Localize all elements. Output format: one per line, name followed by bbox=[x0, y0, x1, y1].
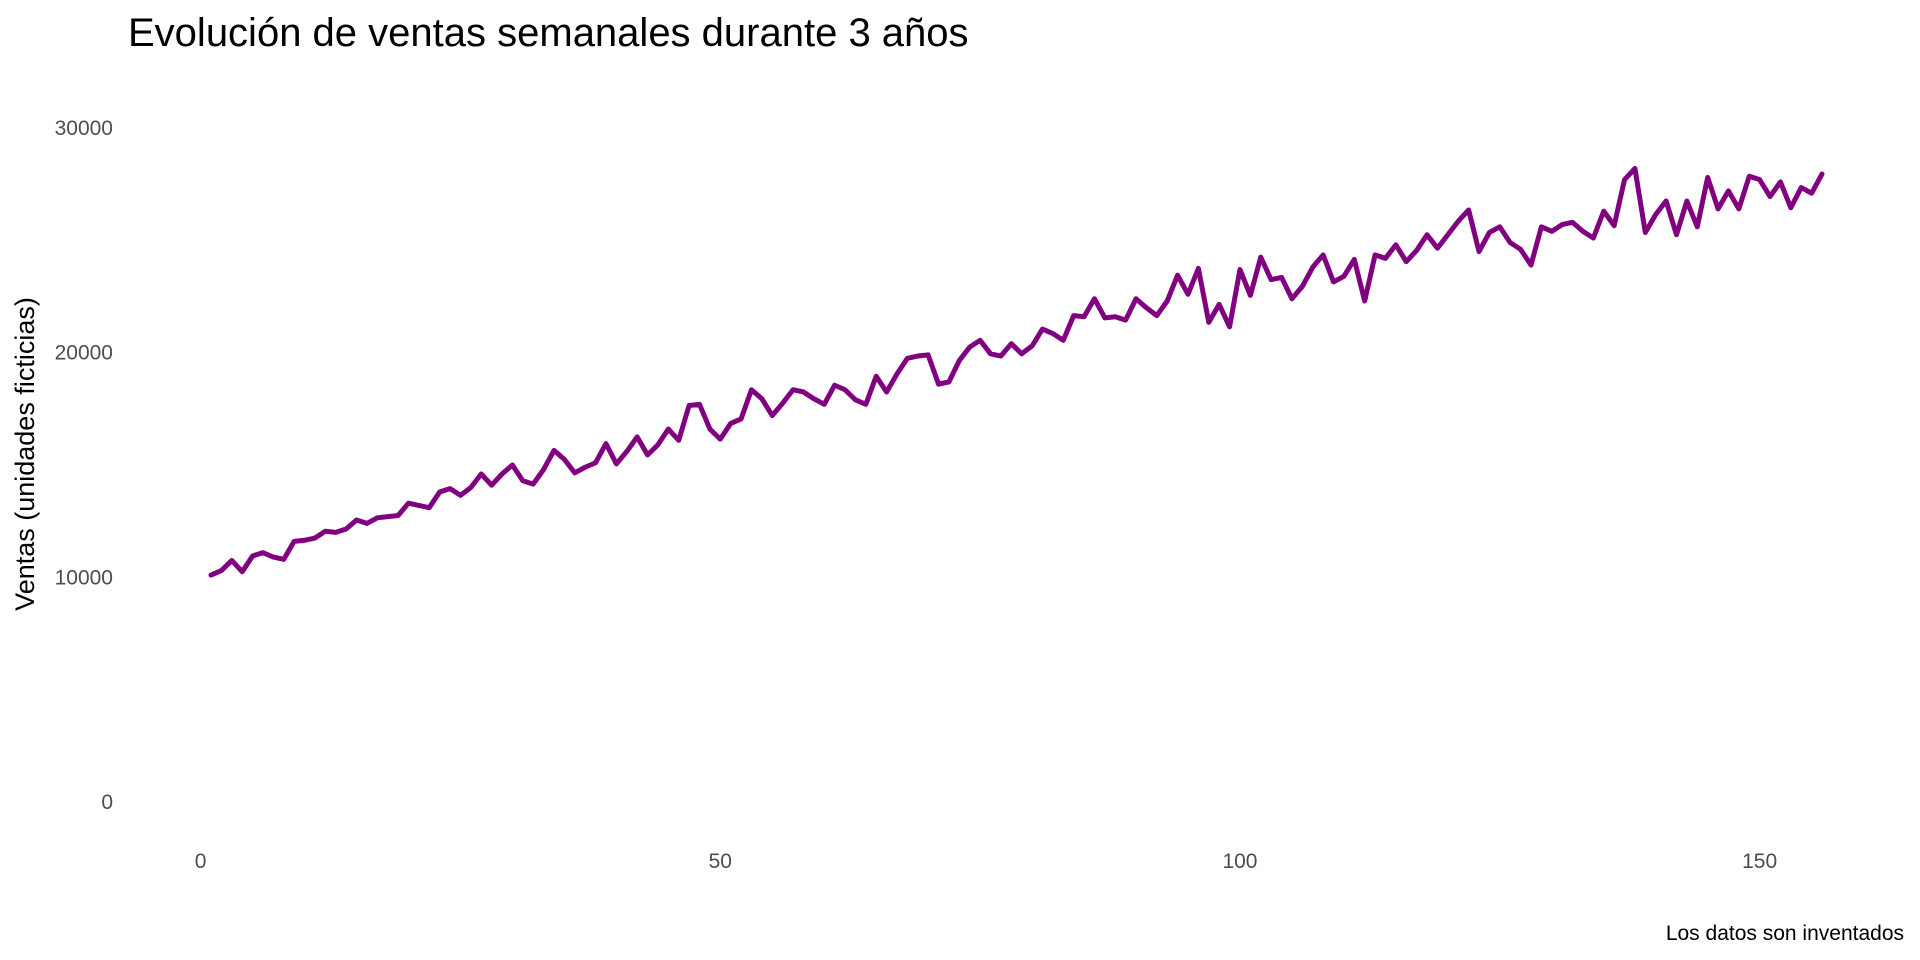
x-tick-label: 0 bbox=[195, 850, 207, 873]
y-axis-title: Ventas (unidades ficticias) bbox=[10, 297, 40, 611]
y-tick-label: 10000 bbox=[55, 566, 113, 589]
chart-caption: Los datos son inventados bbox=[1666, 922, 1904, 945]
sales-line bbox=[208, 165, 1825, 578]
x-tick-label: 100 bbox=[1222, 850, 1257, 873]
y-tick-label: 20000 bbox=[55, 342, 113, 365]
y-axis-ticks: 0 10000 20000 30000 bbox=[55, 117, 113, 814]
x-axis-ticks: 0 50 100 150 bbox=[195, 850, 1777, 873]
x-tick-label: 150 bbox=[1742, 850, 1777, 873]
chart-title: Evolución de ventas semanales durante 3 … bbox=[128, 11, 969, 55]
y-tick-label: 30000 bbox=[55, 117, 113, 140]
x-tick-label: 50 bbox=[709, 850, 732, 873]
y-tick-label: 0 bbox=[101, 791, 113, 814]
